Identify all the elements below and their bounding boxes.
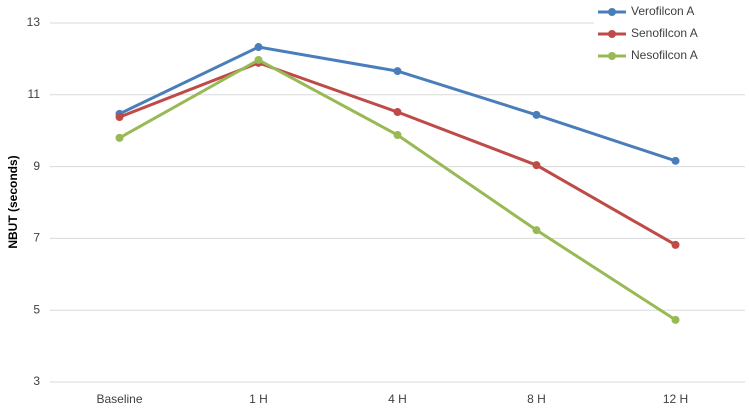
data-point (671, 315, 680, 324)
y-tick-label: 13 (27, 15, 41, 29)
x-tick-label: 4 H (388, 392, 407, 406)
data-point (532, 226, 541, 235)
legend-label: Senofilcon A (631, 26, 698, 40)
data-point (393, 108, 402, 117)
data-point (254, 43, 263, 52)
data-point (115, 133, 124, 142)
data-point (532, 161, 541, 170)
data-point (393, 67, 402, 76)
series-line (118, 58, 677, 322)
y-tick-label: 11 (28, 87, 41, 101)
data-point (532, 110, 541, 119)
data-point (254, 55, 263, 64)
x-tick-label: 12 H (663, 392, 688, 406)
x-tick-label: 1 H (249, 392, 268, 406)
data-point (671, 156, 680, 165)
legend-swatch-point (608, 30, 616, 38)
y-tick-label: 7 (33, 231, 40, 245)
y-axis-label: NBUT (seconds) (6, 155, 20, 248)
data-point (115, 113, 124, 122)
data-point (671, 240, 680, 249)
y-tick-label: 9 (33, 159, 40, 173)
legend-label: Verofilcon A (631, 4, 694, 18)
legend-swatch-point (608, 8, 616, 16)
y-tick-label: 3 (33, 374, 40, 388)
series-line (118, 45, 676, 163)
legend-label: Nesofilcon A (631, 48, 698, 62)
y-tick-label: 5 (33, 302, 40, 316)
x-tick-label: Baseline (96, 392, 142, 406)
x-tick-label: 8 H (527, 392, 546, 406)
legend-swatch-point (608, 52, 616, 60)
data-point (393, 131, 402, 140)
